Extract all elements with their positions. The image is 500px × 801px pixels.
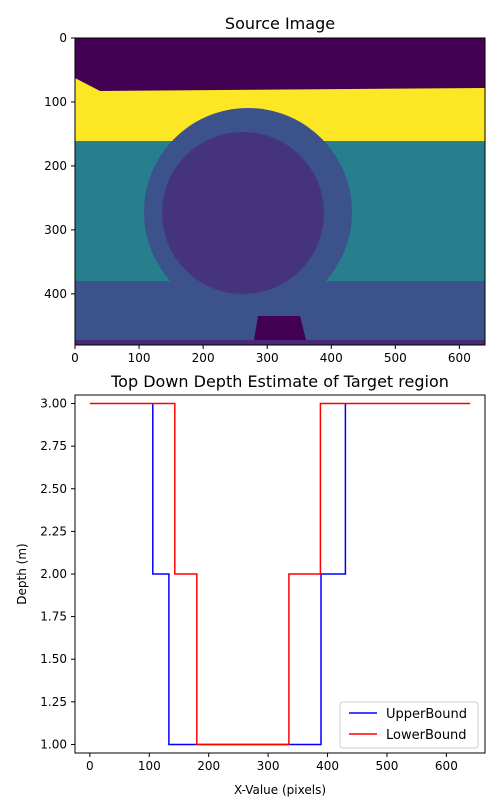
top-x-tick-label: 400: [320, 351, 343, 365]
bottom-y-tick-label: 2.25: [40, 524, 67, 538]
bottom-x-tick-label: 300: [257, 759, 280, 773]
bottom-x-tick-label: 200: [197, 759, 220, 773]
bottom-x-tick-label: 400: [316, 759, 339, 773]
series-layer: [89, 402, 471, 746]
bottom-x-tick-label: 600: [435, 759, 458, 773]
top-title: Source Image: [225, 14, 335, 33]
legend-label-lowerbound: LowerBound: [386, 728, 467, 743]
top-x-tick-label: 500: [384, 351, 407, 365]
bottom-y-tick-label: 3.00: [40, 397, 67, 411]
bottom-x-ticks: 0 100 200 300 400 500 600: [86, 753, 458, 773]
top-x-tick-label: 0: [71, 351, 79, 365]
top-y-tick-label: 300: [44, 223, 67, 237]
bottom-y-tick-label: 1.50: [40, 652, 67, 666]
bottom-x-tick-label: 0: [86, 759, 94, 773]
bottom-x-tick-label: 500: [376, 759, 399, 773]
series-line-upperbound: [152, 403, 347, 746]
top-y-tick-label: 0: [59, 31, 67, 45]
bottom-y-tick-label: 1.00: [40, 737, 67, 751]
top-x-tick-label: 300: [256, 351, 279, 365]
y-axis-label: Depth (m): [15, 543, 29, 604]
bottom-x-tick-label: 100: [138, 759, 161, 773]
bottom-y-tick-label: 1.25: [40, 695, 67, 709]
bottom-y-tick-label: 2.75: [40, 439, 67, 453]
top-y-tick-label: 200: [44, 159, 67, 173]
bottom-y-ticks: 1.00 1.25 1.50 1.75 2.00 2.25 2.50 2.75 3.00: [40, 397, 75, 751]
legend: UpperBound LowerBound: [339, 701, 479, 749]
top-x-tick-label: 100: [128, 351, 151, 365]
bottom-y-tick-label: 2.00: [40, 567, 67, 581]
top-y-tick-label: 100: [44, 95, 67, 109]
bottom-title: Top Down Depth Estimate of Target region: [110, 372, 449, 391]
inner-disc: [162, 132, 324, 294]
top-x-tick-label: 200: [192, 351, 215, 365]
top-axes-frame: [74, 37, 486, 346]
bottom-object: [254, 316, 306, 340]
yellow-band: [75, 78, 485, 142]
top-y-ticks: 0 100 200 300 400: [44, 31, 75, 301]
top-x-ticks: 0 100 200 300 400 500 600: [71, 345, 471, 365]
legend-label-upperbound: UpperBound: [386, 707, 467, 722]
x-axis-label: X-Value (pixels): [234, 783, 326, 797]
bottom-axes-frame: [74, 394, 486, 754]
source-image: [74, 37, 486, 346]
top-x-tick-label: 600: [448, 351, 471, 365]
series-line-lowerbound: [89, 402, 471, 746]
top-y-tick-label: 400: [44, 287, 67, 301]
bottom-y-tick-label: 2.50: [40, 482, 67, 496]
bottom-strip: [75, 340, 485, 345]
bottom-y-tick-label: 1.75: [40, 610, 67, 624]
